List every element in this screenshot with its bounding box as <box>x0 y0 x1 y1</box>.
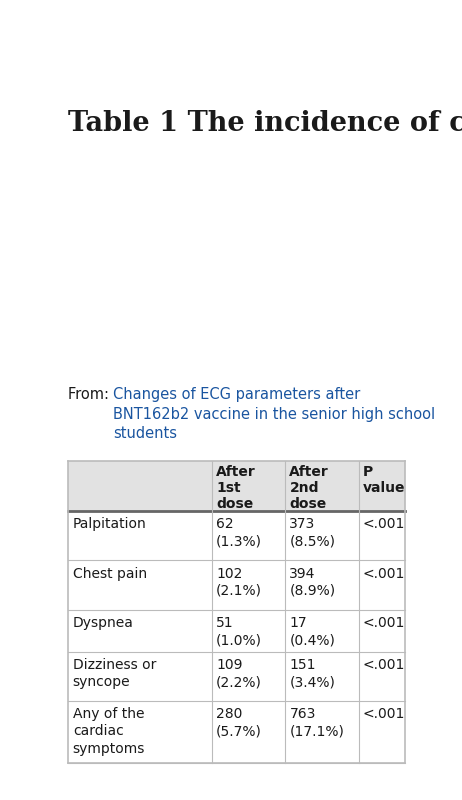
Text: Dizziness or
syncope: Dizziness or syncope <box>73 658 156 689</box>
Text: <.001: <.001 <box>363 616 405 630</box>
Text: 51
(1.0%): 51 (1.0%) <box>216 616 262 647</box>
Text: <.001: <.001 <box>363 566 405 581</box>
Text: P
value: P value <box>363 465 405 495</box>
Text: 17
(0.4%): 17 (0.4%) <box>289 616 335 647</box>
Text: 394
(8.9%): 394 (8.9%) <box>289 566 335 598</box>
Text: <.001: <.001 <box>363 518 405 531</box>
Text: Chest pain: Chest pain <box>73 566 147 581</box>
Text: Changes of ECG parameters after
BNT162b2 vaccine in the senior high school
stude: Changes of ECG parameters after BNT162b2… <box>113 387 435 441</box>
Text: <.001: <.001 <box>363 658 405 672</box>
Text: 373
(8.5%): 373 (8.5%) <box>289 518 335 549</box>
Text: 62
(1.3%): 62 (1.3%) <box>216 518 262 549</box>
Text: 102
(2.1%): 102 (2.1%) <box>216 566 262 598</box>
Text: After
1st
dose: After 1st dose <box>216 465 256 511</box>
Text: 280
(5.7%): 280 (5.7%) <box>216 707 262 738</box>
Text: Palpitation: Palpitation <box>73 518 146 531</box>
Text: <.001: <.001 <box>363 707 405 721</box>
Text: 109
(2.2%): 109 (2.2%) <box>216 658 262 689</box>
Text: After
2nd
dose: After 2nd dose <box>289 465 329 511</box>
Bar <box>68 461 405 511</box>
Text: 763
(17.1%): 763 (17.1%) <box>289 707 344 738</box>
Text: Dyspnea: Dyspnea <box>73 616 134 630</box>
Text: Any of the
cardiac
symptoms: Any of the cardiac symptoms <box>73 707 145 756</box>
Text: Table 1 The incidence of cardiac related symptoms after the 1st and 2nd dose of : Table 1 The incidence of cardiac related… <box>68 110 462 137</box>
Text: From:: From: <box>68 387 114 402</box>
Text: 151
(3.4%): 151 (3.4%) <box>289 658 335 689</box>
